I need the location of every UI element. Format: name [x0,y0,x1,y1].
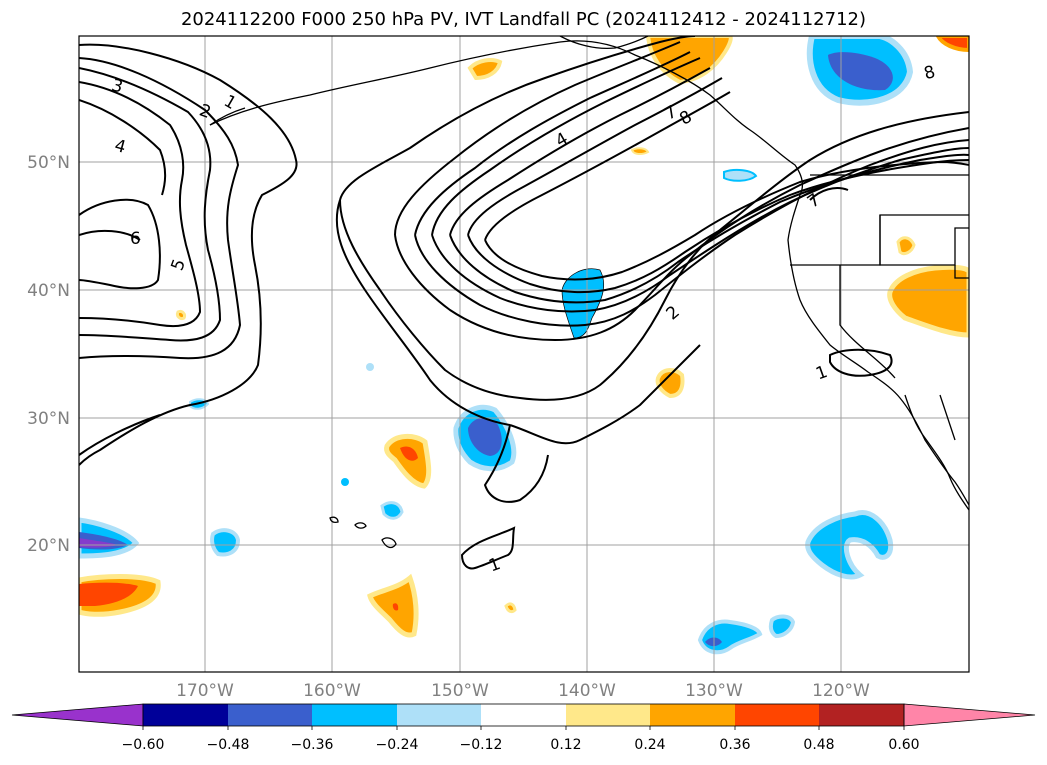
gridlines [79,36,969,672]
colorbar-extend-high [903,703,1036,727]
lon-label: 170°W [176,681,234,701]
neg-region-130w [697,619,763,655]
colorbar-tick-label: 0.12 [550,737,581,753]
colorbar-bin [397,704,481,726]
neg-region-120w [805,510,894,580]
map-title: 2024112200 F000 250 hPa PV, IVT Landfall… [180,9,867,30]
colorbar-bin [143,704,228,726]
colorbar-tick-label: 0.60 [888,737,919,753]
neg-region-168w [210,528,241,557]
map-plot-area: 3 2 1 4 6 5 4 2 7 8 8 7 1 1 [79,36,969,672]
neg-region-125w [768,614,796,639]
lat-label: 30°N [27,409,70,429]
colorbar-tick-label: −0.48 [207,737,250,753]
pos-small-152w [467,58,503,81]
colorbar-bin [650,704,735,726]
lat-label: 20°N [27,536,70,556]
coastlines [209,36,969,549]
contour-label: 7 [804,190,824,213]
colorbar: −0.60 −0.48 −0.36 −0.24 −0.12 0.12 0.24 … [11,703,1036,753]
lon-label: 160°W [303,681,361,701]
pos-region-157w [384,434,432,489]
colorbar-tick-label: −0.24 [376,737,419,753]
pos-region-133w [655,368,685,399]
border-az-nm [954,265,969,279]
coast-alaska [209,40,804,196]
coast-hawaii-2 [354,522,367,529]
lon-label: 140°W [558,681,616,701]
map-frame [78,35,970,673]
coast-aleutians [209,107,246,126]
lon-label: 130°W [685,681,743,701]
contour-label: 3 [109,75,125,97]
pos-region-ne-corner [935,36,969,53]
border-nv-az [839,265,896,379]
colorbar-bin [819,704,904,726]
lon-label: 150°W [431,681,489,701]
contour-label: 6 [130,229,141,249]
colorbar-bin [228,704,312,726]
contour-label: 5 [167,256,189,273]
pos-core-west-south [79,582,138,606]
coast-gulf-california [939,394,956,441]
longitude-labels: 170°W 160°W 150°W 140°W 130°W 120°W [176,681,870,701]
coast-hawaii-1 [381,537,397,549]
negative-anomaly-regions [79,36,914,655]
contour-label: 1 [813,362,830,384]
contour-label: 4 [112,136,128,158]
colorbar-tick-label: 0.48 [803,737,834,753]
neg-core-150w [468,417,502,456]
colorbar-bin [566,704,650,726]
contour-label: 8 [676,107,695,130]
neg-small-1 [723,168,758,182]
colorbar-bin [735,704,819,726]
lat-label: 50°N [27,153,70,173]
colorbar-tick-label: −0.60 [122,737,165,753]
colorbar-tick-label: −0.36 [291,737,334,753]
coast-hawaii-3 [329,516,339,524]
pv-contours [79,36,969,570]
lon-label: 120°W [812,681,870,701]
border-ut [879,215,969,266]
latitude-labels: 50°N 40°N 30°N 20°N [27,153,70,556]
lat-label: 40°N [27,281,70,301]
contour-label: 2 [197,100,214,122]
colorbar-tick-label: −0.12 [460,737,503,753]
contour-label: 2 [663,302,684,324]
pos-region-nevada [887,264,969,338]
colorbar-bin [481,704,566,726]
colorbar-bin [312,704,397,726]
neg-region-140w [561,268,604,339]
coast-pacific-nw [787,194,969,506]
coast-alaska-north [559,36,649,50]
colorbar-tick-label: 0.36 [719,737,750,753]
neg-core-alaska [828,52,893,91]
colorbar-tick-label: 0.24 [634,737,665,753]
coast-baja [904,394,969,511]
contour-label: 4 [552,129,571,152]
contour-label: 8 [922,62,938,84]
neg-small-2 [380,501,404,520]
colorbar-extend-low [11,703,144,727]
